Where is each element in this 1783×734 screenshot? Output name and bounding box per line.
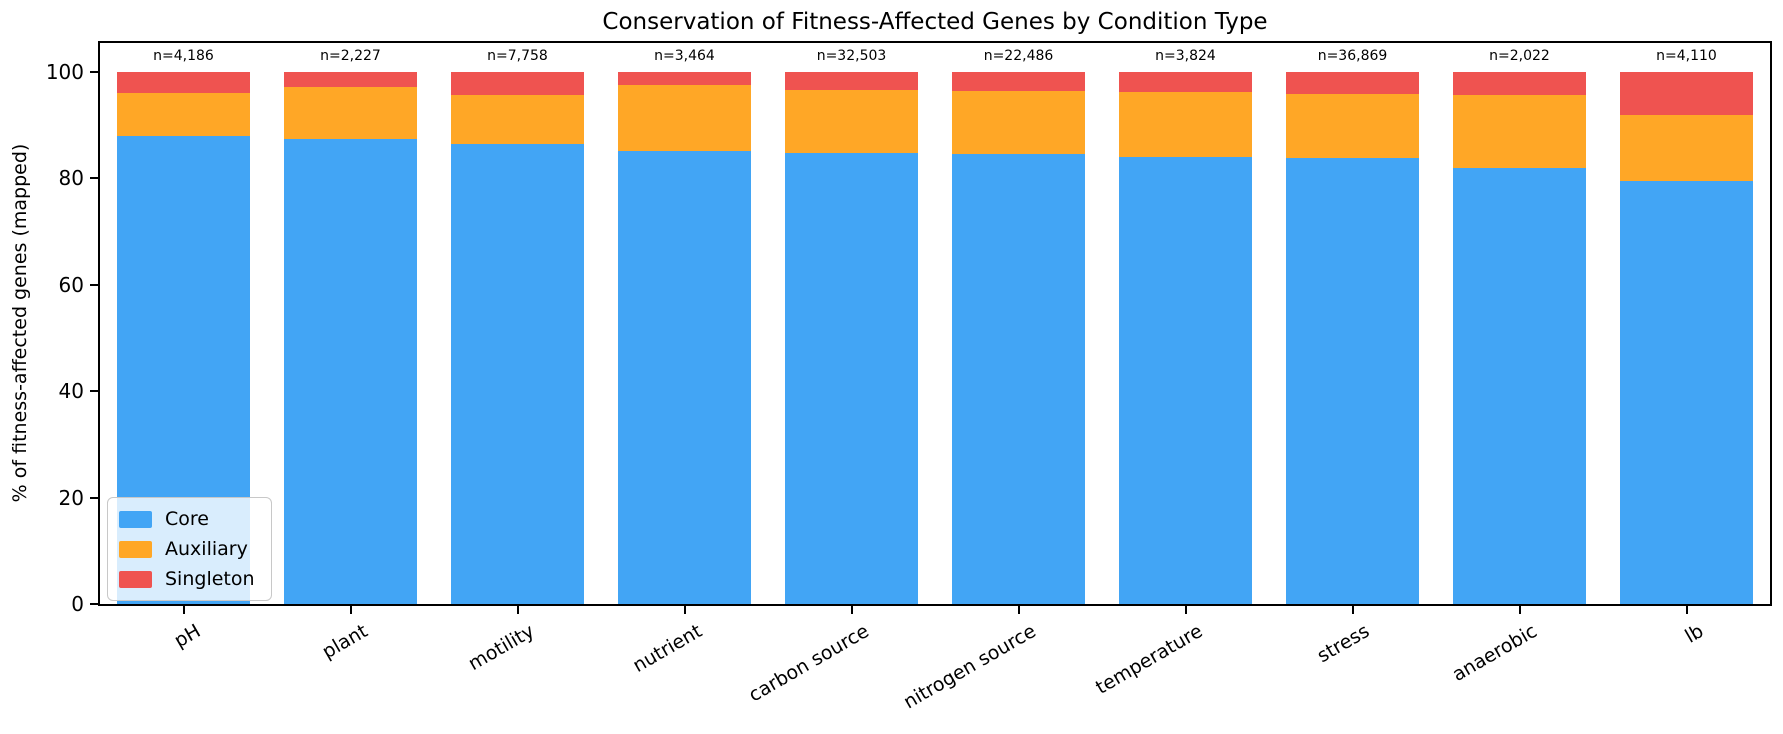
x-tick-label-motility: motility xyxy=(465,620,539,676)
bar-count-label: n=2,227 xyxy=(320,47,381,64)
bar-segment-auxiliary xyxy=(1285,93,1420,159)
y-tick-mark xyxy=(90,70,98,73)
bar-segment-auxiliary xyxy=(1118,91,1253,157)
legend-item-singleton: Singleton xyxy=(119,568,255,590)
legend-label: Auxiliary xyxy=(165,538,248,560)
bar-count-label: n=22,486 xyxy=(983,47,1054,64)
bar-segment-singleton xyxy=(1619,71,1754,116)
stacked-bar-nitrogen-source xyxy=(951,71,1086,604)
x-tick-mark xyxy=(1017,606,1020,614)
y-tick-label: 40 xyxy=(58,379,84,404)
bar-segment-auxiliary xyxy=(951,90,1086,154)
y-tick-label: 100 xyxy=(45,59,84,84)
stacked-bar-nutrient xyxy=(617,71,752,604)
stacked-bar-stress xyxy=(1285,71,1420,604)
y-axis-label: % of fitness-affected genes (mapped) xyxy=(9,143,31,503)
bar-segment-core xyxy=(1285,158,1420,604)
legend-color-patch xyxy=(119,540,152,558)
stacked-bar-carbon-source xyxy=(784,71,919,604)
y-tick-label: 20 xyxy=(58,485,84,510)
x-tick-label-anaerobic: anaerobic xyxy=(1448,620,1541,686)
legend: Core Auxiliary Singleton xyxy=(107,497,272,601)
bar-segment-core xyxy=(283,139,418,604)
y-tick-label: 60 xyxy=(58,272,84,297)
stacked-bar-motility xyxy=(450,71,585,604)
bar-segment-auxiliary xyxy=(1619,115,1754,182)
bar-segment-singleton xyxy=(116,71,251,94)
bar-segment-singleton xyxy=(951,71,1086,91)
bar-segment-singleton xyxy=(784,71,919,90)
legend-item-core: Core xyxy=(119,508,255,530)
x-tick-label-plant: plant xyxy=(318,620,372,664)
y-tick-mark xyxy=(90,177,98,180)
bar-count-label: n=4,110 xyxy=(1656,47,1717,64)
x-tick-label-nitrogen-source: nitrogen source xyxy=(899,620,1040,714)
bar-segment-auxiliary xyxy=(116,93,251,136)
bar-segment-core xyxy=(1118,156,1253,604)
legend-item-auxiliary: Auxiliary xyxy=(119,538,255,560)
y-tick-mark xyxy=(90,390,98,393)
bar-segment-auxiliary xyxy=(784,89,919,153)
stacked-bar-temperature xyxy=(1118,71,1253,604)
plot-area: n=4,186 n=2,227 n=7,758 n=3,464 n=32,503 n=22… xyxy=(98,41,1772,606)
x-tick-mark xyxy=(1685,606,1688,614)
stacked-bar-anaerobic xyxy=(1452,71,1587,604)
y-tick-label: 80 xyxy=(58,166,84,191)
y-tick-mark xyxy=(90,283,98,286)
bar-segment-singleton xyxy=(1118,71,1253,92)
bar-segment-core xyxy=(1619,181,1754,604)
x-tick-label-stress: stress xyxy=(1313,620,1374,668)
x-tick-mark xyxy=(182,606,185,614)
bar-segment-singleton xyxy=(1452,71,1587,95)
x-tick-mark xyxy=(1518,606,1521,614)
bar-count-label: n=7,758 xyxy=(487,47,548,64)
bar-count-label: n=36,869 xyxy=(1317,47,1388,64)
bar-count-label: n=2,022 xyxy=(1489,47,1550,64)
x-tick-mark xyxy=(516,606,519,614)
bar-segment-core xyxy=(617,150,752,604)
x-tick-label-carbon-source: carbon source xyxy=(744,620,873,707)
legend-label: Core xyxy=(165,508,209,530)
x-tick-mark xyxy=(850,606,853,614)
legend-color-patch xyxy=(119,570,152,588)
bar-segment-core xyxy=(951,153,1086,604)
bar-segment-auxiliary xyxy=(617,84,752,151)
bar-count-label: n=4,186 xyxy=(153,47,214,64)
y-tick-label: 0 xyxy=(71,592,84,616)
y-tick-mark xyxy=(90,496,98,499)
x-tick-mark xyxy=(1351,606,1354,614)
x-tick-mark xyxy=(349,606,352,614)
bar-count-label: n=3,824 xyxy=(1155,47,1216,64)
bar-count-label: n=32,503 xyxy=(816,47,887,64)
bar-segment-core xyxy=(1452,168,1587,604)
bar-segment-singleton xyxy=(617,71,752,85)
stacked-bar-plant xyxy=(283,71,418,604)
legend-color-patch xyxy=(119,510,152,528)
bar-segment-auxiliary xyxy=(283,87,418,140)
y-tick-mark xyxy=(90,603,98,605)
x-tick-label-nutrient: nutrient xyxy=(628,620,706,677)
bar-segment-auxiliary xyxy=(450,94,585,144)
bar-segment-singleton xyxy=(283,71,418,88)
bar-segment-singleton xyxy=(450,71,585,95)
legend-label: Singleton xyxy=(165,568,255,590)
bar-count-label: n=3,464 xyxy=(654,47,715,64)
bar-segment-core xyxy=(784,152,919,604)
plot-inner: n=4,186 n=2,227 n=7,758 n=3,464 n=32,503 n=22… xyxy=(100,43,1770,604)
bar-segment-singleton xyxy=(1285,71,1420,94)
x-tick-mark xyxy=(683,606,686,614)
x-tick-mark xyxy=(1184,606,1187,614)
stacked-bar-lb xyxy=(1619,71,1754,604)
chart-title: Conservation of Fitness-Affected Genes b… xyxy=(602,9,1268,35)
bar-segment-core xyxy=(450,143,585,604)
bar-segment-auxiliary xyxy=(1452,94,1587,169)
x-tick-label-lb: lb xyxy=(1681,620,1708,648)
x-tick-label-temperature: temperature xyxy=(1092,620,1207,699)
x-tick-label-pH: pH xyxy=(170,620,205,653)
